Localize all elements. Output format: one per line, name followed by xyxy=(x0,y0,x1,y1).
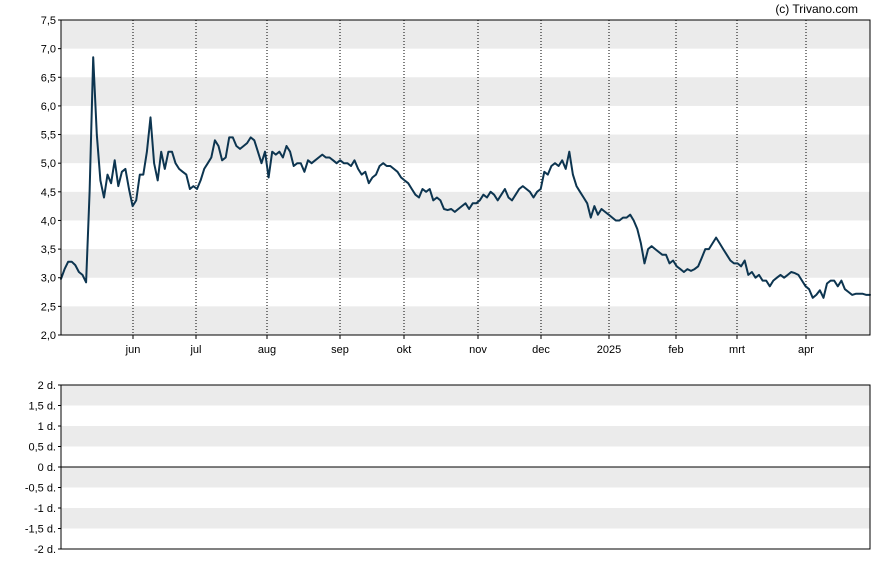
dividend-y-tick-label: -0,5 d. xyxy=(25,483,56,495)
dividend-y-tick-label: 0,5 d. xyxy=(28,442,56,454)
x-tick-label: jul xyxy=(189,344,201,356)
price-chart-y-axis: 2,0 2,5 3,0 3,5 4,0 4,5 5,0 5,5 6,0 6,5 7,0 7,5 xyxy=(41,15,61,342)
price-y-tick-label: 4,0 xyxy=(41,215,56,227)
price-band xyxy=(61,20,870,49)
x-tick-label: jun xyxy=(125,344,141,356)
copyright-label: (c) Trivano.com xyxy=(775,2,858,16)
price-y-tick-label: 6,5 xyxy=(41,72,56,84)
price-series-line xyxy=(60,56,871,299)
dividend-chart: 2 d. 1,5 d. 1 d. 0,5 d. 0 d. -0,5 d. -1 d. -1,5… xyxy=(25,380,871,556)
dividend-band xyxy=(61,508,870,529)
dividend-y-tick-label: 2 d. xyxy=(38,380,56,392)
x-tick-label: okt xyxy=(397,344,412,356)
dividend-y-tick-label: -2 d. xyxy=(34,544,56,556)
price-y-tick-label: 5,5 xyxy=(41,130,56,142)
dividend-chart-bands xyxy=(61,385,870,529)
price-chart-month-grid xyxy=(132,20,807,335)
price-y-tick-label: 3,0 xyxy=(41,273,56,285)
x-tick-label: nov xyxy=(469,344,487,356)
dividend-y-tick-label: 0 d. xyxy=(38,462,56,474)
price-y-tick-label: 4,5 xyxy=(41,187,56,199)
price-chart-bands xyxy=(61,20,870,335)
price-y-tick-label: 7,0 xyxy=(41,44,56,56)
x-tick-label: sep xyxy=(331,344,349,356)
price-band xyxy=(61,77,870,106)
price-y-tick-label: 6,0 xyxy=(41,101,56,113)
dividend-y-tick-label: 1 d. xyxy=(38,421,56,433)
price-y-tick-label: 7,5 xyxy=(41,15,56,27)
price-chart-x-axis: jun jul aug sep okt nov dec 2025 feb mrt apr xyxy=(125,335,814,356)
x-tick-label: feb xyxy=(668,344,683,356)
price-band xyxy=(61,191,870,221)
dividend-chart-frame xyxy=(60,384,871,550)
dividend-band xyxy=(61,385,870,406)
dividend-y-tick-label: 1,5 d. xyxy=(28,401,56,413)
dividend-y-tick-label: -1 d. xyxy=(34,503,56,515)
x-tick-label: 2025 xyxy=(597,344,621,356)
dividend-band xyxy=(61,467,870,488)
price-chart-frame xyxy=(60,19,871,336)
price-band xyxy=(61,134,870,164)
dividend-chart-y-axis: 2 d. 1,5 d. 1 d. 0,5 d. 0 d. -0,5 d. -1 d. -1,5… xyxy=(25,380,61,556)
price-chart: 2,0 2,5 3,0 3,5 4,0 4,5 5,0 5,5 6,0 6,5 7,0 7,5 jun… xyxy=(41,15,871,356)
price-y-tick-label: 3,5 xyxy=(41,244,56,256)
price-y-tick-label: 5,0 xyxy=(41,158,56,170)
x-tick-label: dec xyxy=(532,344,550,356)
x-tick-label: aug xyxy=(258,344,276,356)
x-tick-label: mrt xyxy=(729,344,745,356)
x-tick-label: apr xyxy=(798,344,814,356)
price-y-tick-label: 2,0 xyxy=(41,330,56,342)
price-band xyxy=(61,306,870,335)
dividend-band xyxy=(61,426,870,447)
dividend-y-tick-label: -1,5 d. xyxy=(25,524,56,536)
price-y-tick-label: 2,5 xyxy=(41,301,56,313)
